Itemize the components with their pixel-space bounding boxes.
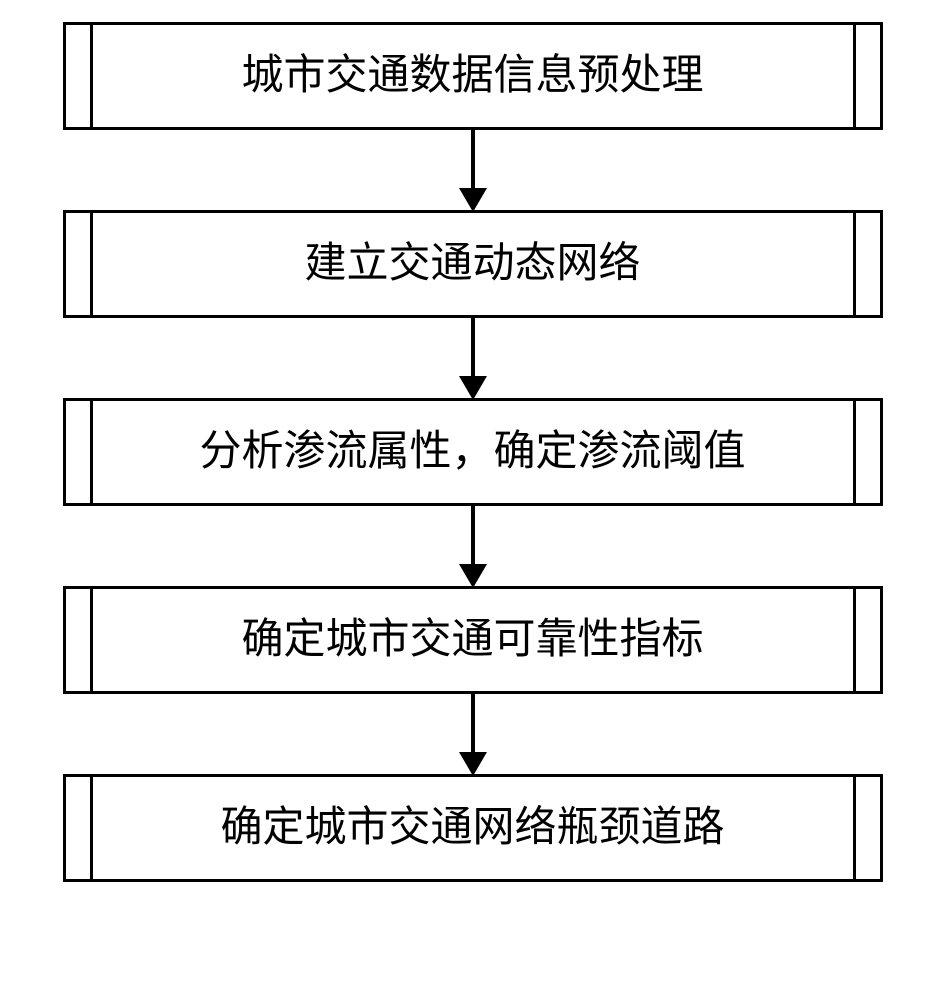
flow-step-5: 确定城市交通网络瓶颈道路 [63, 774, 883, 882]
flow-arrow-4 [50, 694, 895, 774]
arrow-head-icon [459, 752, 487, 776]
arrow-head-icon [459, 564, 487, 588]
flow-step-2-label: 建立交通动态网络 [304, 241, 640, 287]
flow-step-5-label: 确定城市交通网络瓶颈道路 [220, 805, 724, 851]
flow-step-4-label: 确定城市交通可靠性指标 [241, 617, 703, 663]
flow-step-1: 城市交通数据信息预处理 [63, 22, 883, 130]
flow-arrow-1 [50, 130, 895, 210]
arrow-line [471, 694, 475, 754]
flow-arrow-3 [50, 506, 895, 586]
flow-step-3-label: 分析渗流属性，确定渗流阈值 [199, 429, 745, 475]
arrow-line [471, 506, 475, 566]
flow-step-1-label: 城市交通数据信息预处理 [241, 53, 703, 99]
flow-step-2: 建立交通动态网络 [63, 210, 883, 318]
arrow-head-icon [459, 188, 487, 212]
flow-step-3: 分析渗流属性，确定渗流阈值 [63, 398, 883, 506]
arrow-line [471, 318, 475, 378]
flow-arrow-2 [50, 318, 895, 398]
arrow-head-icon [459, 376, 487, 400]
flowchart-container: 城市交通数据信息预处理 建立交通动态网络 分析渗流属性，确定渗流阈值 确定城市交… [50, 22, 895, 882]
arrow-line [471, 130, 475, 190]
flow-step-4: 确定城市交通可靠性指标 [63, 586, 883, 694]
